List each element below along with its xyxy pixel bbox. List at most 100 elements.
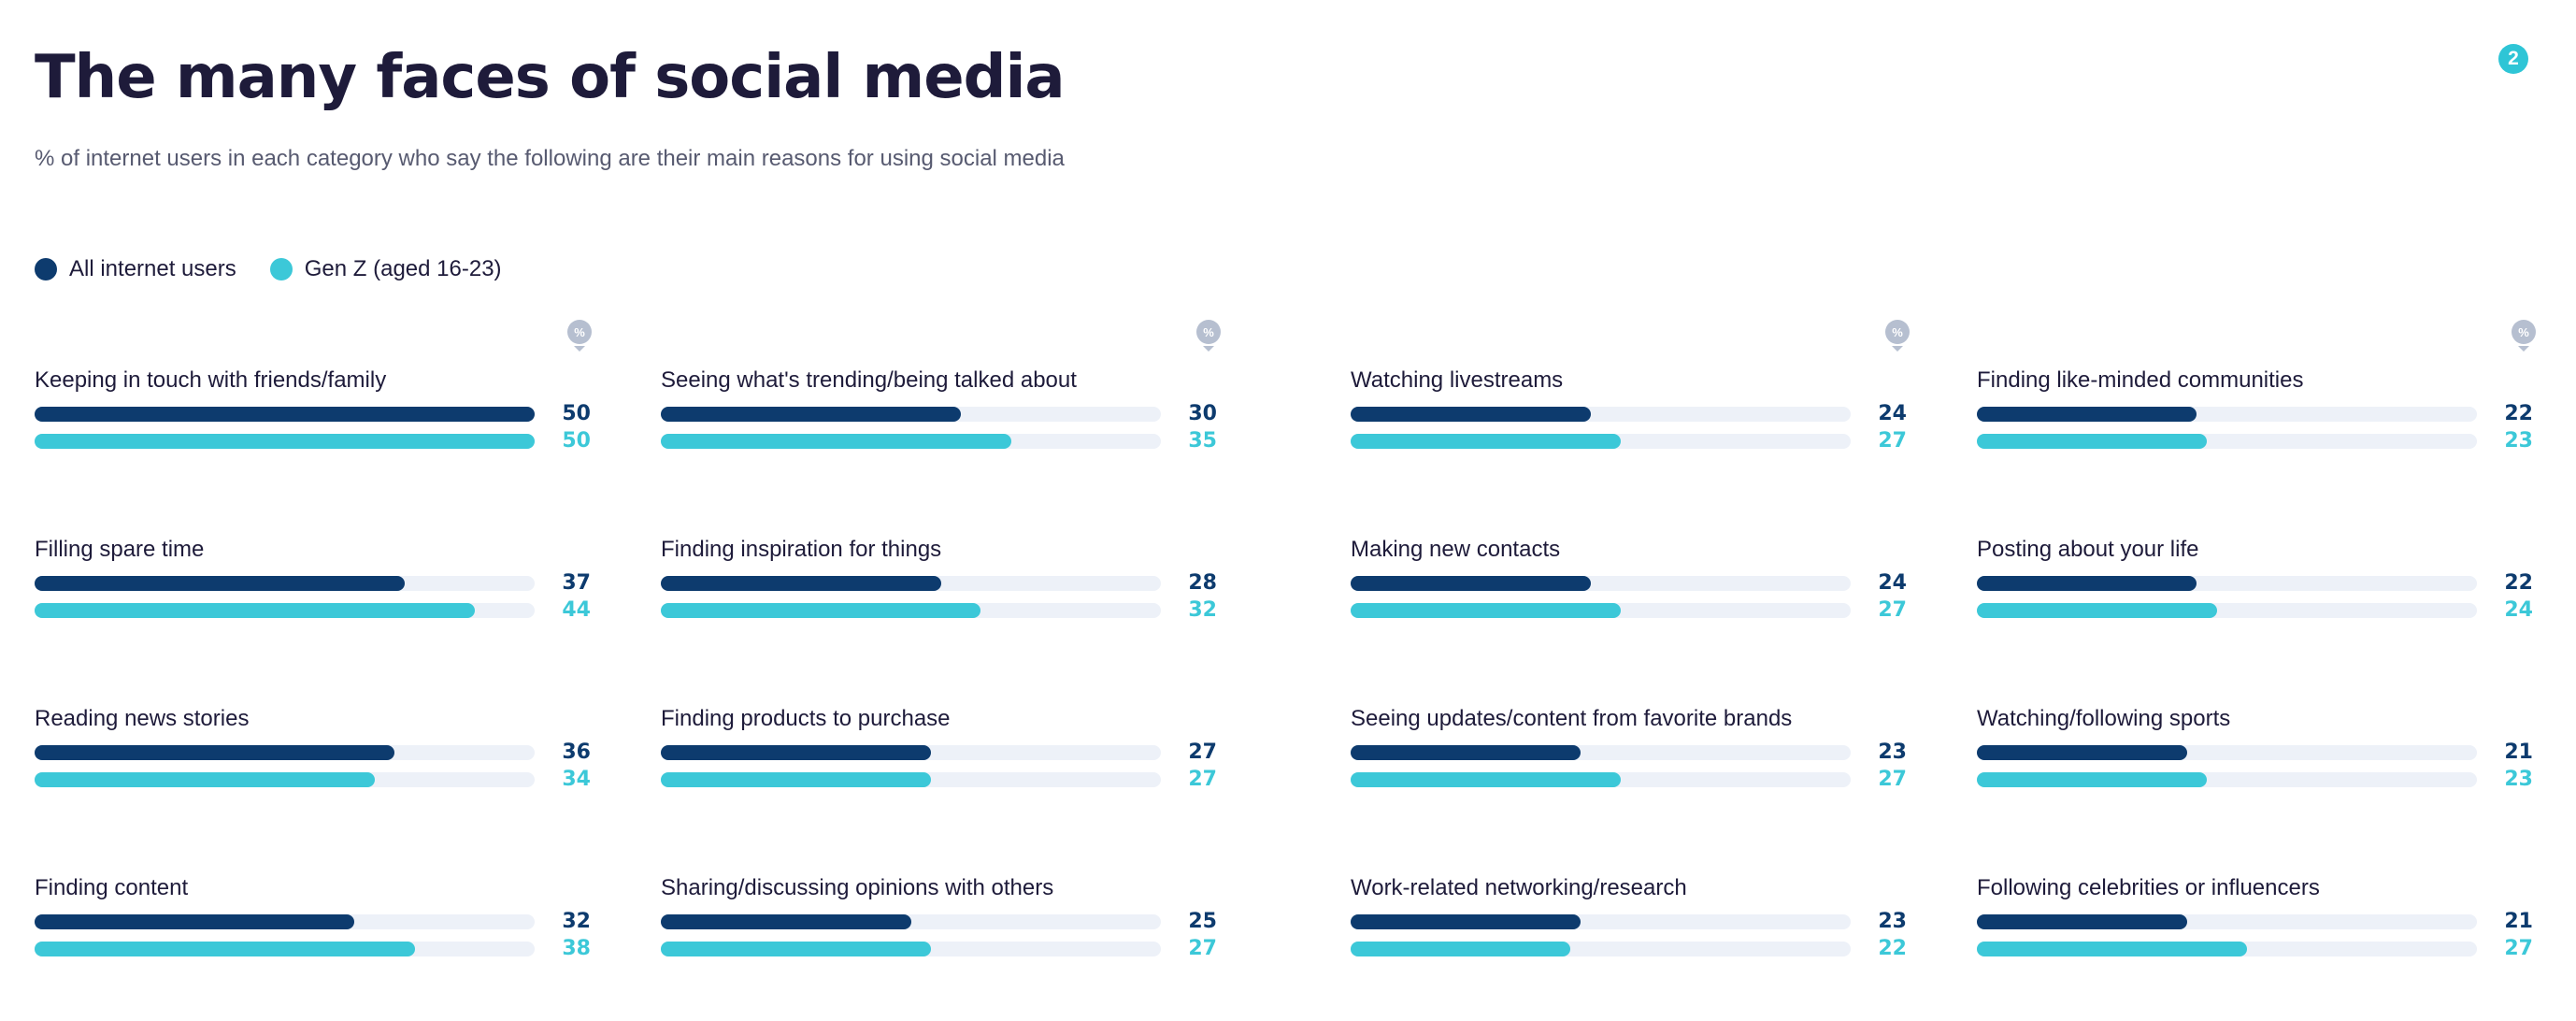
bar-group: Reading news stories 36 34 — [35, 706, 595, 791]
bar-track — [35, 942, 535, 956]
bar-gen-z — [35, 434, 535, 449]
bar-group: Finding content 32 38 — [35, 875, 595, 960]
category-label: Seeing what's trending/being talked abou… — [661, 367, 1077, 393]
category-label: Sharing/discussing opinions with others — [661, 875, 1054, 900]
bar-group: Sharing/discussing opinions with others 2… — [661, 875, 1222, 960]
value-label-all-users: 24 — [1878, 571, 1907, 595]
bar-track — [661, 772, 1161, 787]
value-label-all-users: 23 — [1878, 910, 1907, 933]
bar-track — [661, 745, 1161, 760]
percent-unit-badge: % — [1196, 320, 1221, 352]
bar-all-users — [1351, 576, 1591, 591]
bar-group: Making new contacts 24 27 — [1351, 537, 1911, 622]
value-label-gen-z: 27 — [1188, 937, 1217, 960]
value-label-gen-z: 23 — [2504, 768, 2533, 791]
value-label-all-users: 37 — [562, 571, 591, 595]
bar-track — [1977, 434, 2477, 449]
legend-label-gen-z: Gen Z (aged 16-23) — [304, 256, 502, 281]
bar-track — [1351, 407, 1851, 422]
bar-gen-z — [1977, 942, 2247, 956]
bar-track — [35, 745, 535, 760]
chart-legend: All internet users Gen Z (aged 16-23) — [35, 256, 536, 282]
bar-all-users — [35, 576, 405, 591]
category-label: Finding content — [35, 875, 189, 900]
bar-all-users — [1351, 745, 1581, 760]
value-label-all-users: 21 — [2504, 910, 2533, 933]
value-label-all-users: 21 — [2504, 741, 2533, 764]
value-label-all-users: 22 — [2504, 571, 2533, 595]
category-label: Finding like-minded communities — [1977, 367, 2304, 393]
category-label: Filling spare time — [35, 537, 205, 562]
bar-track — [661, 914, 1161, 929]
bar-track — [35, 434, 535, 449]
bar-gen-z — [35, 772, 375, 787]
bar-group: Watching/following sports 21 23 — [1977, 706, 2538, 791]
bar-track — [1351, 772, 1851, 787]
bar-track — [1351, 914, 1851, 929]
bar-group: Seeing what's trending/being talked abou… — [661, 367, 1222, 453]
bar-track — [661, 603, 1161, 618]
bar-track — [1977, 942, 2477, 956]
value-label-gen-z: 35 — [1188, 429, 1217, 453]
chart-subtitle: % of internet users in each category who… — [35, 146, 1065, 171]
legend-swatch-all-users — [35, 258, 57, 280]
bar-track — [35, 576, 535, 591]
bar-all-users — [1351, 407, 1591, 422]
value-label-gen-z: 38 — [562, 937, 591, 960]
bar-group: Finding products to purchase 27 27 — [661, 706, 1222, 791]
bar-track — [1351, 434, 1851, 449]
bar-group: Work-related networking/research 23 22 — [1351, 875, 1911, 960]
percent-unit-badge: % — [567, 320, 592, 352]
value-label-gen-z: 22 — [1878, 937, 1907, 960]
category-label: Seeing updates/content from favorite bra… — [1351, 706, 1793, 731]
bar-track — [661, 407, 1161, 422]
value-label-gen-z: 50 — [562, 429, 591, 453]
value-label-all-users: 22 — [2504, 402, 2533, 425]
percent-unit-badge: % — [1885, 320, 1910, 352]
bar-all-users — [661, 576, 941, 591]
category-label: Following celebrities or influencers — [1977, 875, 2320, 900]
value-label-all-users: 28 — [1188, 571, 1217, 595]
bar-track — [1351, 576, 1851, 591]
bar-track — [661, 942, 1161, 956]
bar-track — [35, 914, 535, 929]
bar-group: Filling spare time 37 44 — [35, 537, 595, 622]
value-label-all-users: 24 — [1878, 402, 1907, 425]
value-label-all-users: 50 — [562, 402, 591, 425]
bar-gen-z — [661, 772, 931, 787]
bar-track — [35, 603, 535, 618]
bar-all-users — [1977, 407, 2197, 422]
bar-all-users — [1977, 576, 2197, 591]
bar-all-users — [1351, 914, 1581, 929]
bar-track — [1977, 745, 2477, 760]
category-label: Finding inspiration for things — [661, 537, 942, 562]
legend-item-all-users: All internet users — [35, 256, 236, 282]
category-label: Finding products to purchase — [661, 706, 951, 731]
bar-group: Keeping in touch with friends/family 50 50 — [35, 367, 595, 453]
bar-all-users — [661, 407, 961, 422]
bar-track — [661, 434, 1161, 449]
value-label-gen-z: 24 — [2504, 598, 2533, 622]
category-label: Keeping in touch with friends/family — [35, 367, 387, 393]
bar-gen-z — [1351, 603, 1621, 618]
bar-group: Finding like-minded communities 22 23 — [1977, 367, 2538, 453]
bar-all-users — [35, 745, 395, 760]
bar-gen-z — [1977, 603, 2217, 618]
value-label-all-users: 30 — [1188, 402, 1217, 425]
value-label-all-users: 36 — [562, 741, 591, 764]
bar-all-users — [1977, 745, 2187, 760]
bar-track — [1351, 942, 1851, 956]
chart-title: The many faces of social media — [35, 43, 1066, 112]
value-label-all-users: 23 — [1878, 741, 1907, 764]
percent-unit-badge: % — [2512, 320, 2536, 352]
bar-all-users — [35, 407, 535, 422]
bar-all-users — [35, 914, 355, 929]
bar-track — [1351, 603, 1851, 618]
bar-gen-z — [661, 434, 1011, 449]
bar-gen-z — [1977, 434, 2208, 449]
value-label-gen-z: 27 — [2504, 937, 2533, 960]
bar-track — [1977, 772, 2477, 787]
bar-track — [1977, 603, 2477, 618]
value-label-all-users: 25 — [1188, 910, 1217, 933]
bar-track — [1977, 407, 2477, 422]
